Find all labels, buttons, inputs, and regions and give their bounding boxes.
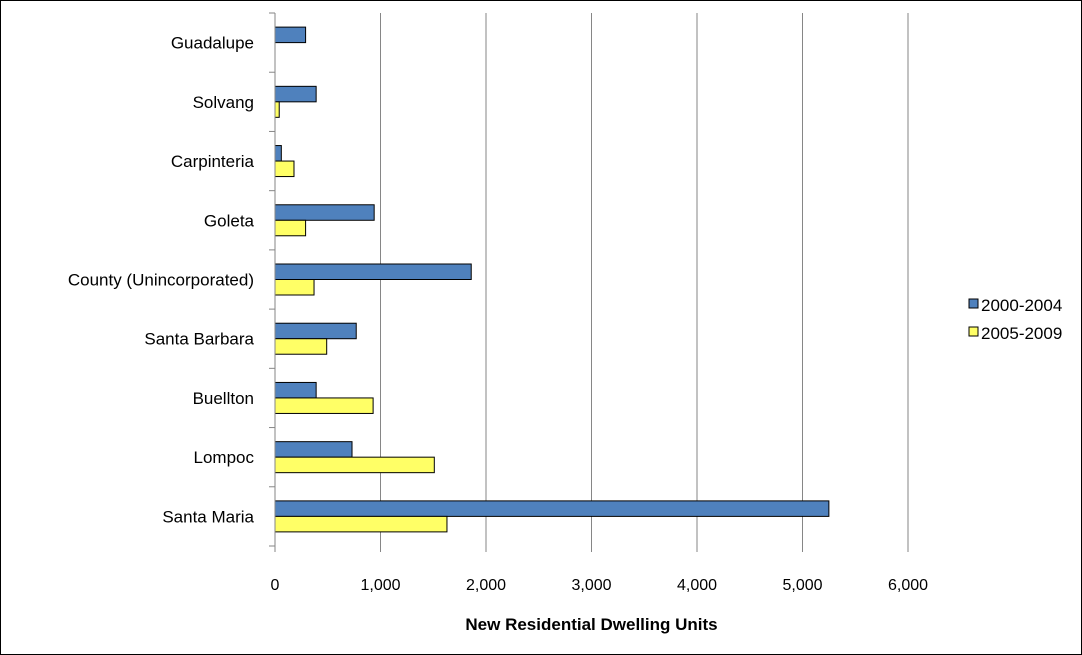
legend: 2000-2004 2005-2009 [968,296,1062,343]
x-axis-title: New Residential Dwelling Units [465,615,717,634]
axes [269,12,909,552]
bar-2005-2009 [274,456,435,474]
category-label: County (Unincorporated) [68,271,254,290]
x-tick-label: 3,000 [571,577,611,594]
bar-2005-2009 [274,279,315,296]
bar-2000-2004 [274,26,307,44]
bar-2000-2004 [274,145,282,162]
category-label: Santa Maria [162,507,254,526]
legend-label: 2005-2009 [981,324,1062,343]
bar-2000-2004 [274,381,317,399]
x-tick-label: 0 [271,577,280,594]
x-tick-label: 2,000 [466,577,506,594]
bar-2000-2004 [274,322,357,340]
bar-2000-2004 [274,263,472,280]
category-label: Lompoc [194,448,255,467]
labels: 0 1,000 2,000 3,000 4,000 5,000 6,000 Guadalupe… [68,34,928,594]
legend-label: 2000-2004 [981,296,1062,315]
bar-2005-2009 [274,515,448,533]
category-label: Santa Barbara [144,330,254,349]
bar-2005-2009 [274,101,280,118]
x-tick-label: 4,000 [677,577,717,594]
bar-2005-2009 [274,219,307,237]
x-tick-label: 6,000 [888,577,928,594]
bar-2005-2009 [274,160,295,178]
category-label: Carpinteria [171,152,255,171]
bar-2000-2004 [274,500,830,517]
category-label: Buellton [193,389,254,408]
category-label: Guadalupe [171,34,254,53]
bars [274,26,830,533]
x-tick-label: 5,000 [782,577,822,594]
legend-swatch [968,298,979,309]
legend-swatch [968,326,979,337]
category-label: Solvang [193,93,254,112]
bar-2000-2004 [274,204,375,221]
x-tick-label: 1,000 [360,577,400,594]
bar-2000-2004 [274,85,317,103]
bar-2005-2009 [274,397,374,414]
bar-2005-2009 [274,338,328,355]
category-label: Goleta [204,211,255,230]
bar-2000-2004 [274,441,353,458]
